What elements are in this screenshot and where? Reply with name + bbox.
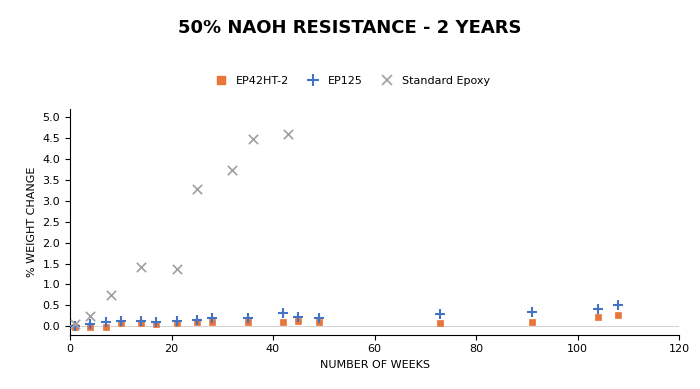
X-axis label: NUMBER OF WEEKS: NUMBER OF WEEKS <box>319 360 430 370</box>
Point <box>227 167 238 173</box>
Point <box>435 310 446 317</box>
Point <box>293 314 304 320</box>
Point <box>171 265 182 272</box>
Point <box>313 319 324 325</box>
Text: 50% NAOH RESISTANCE - 2 YEARS: 50% NAOH RESISTANCE - 2 YEARS <box>178 19 522 37</box>
Point <box>136 318 147 324</box>
Point <box>612 302 624 308</box>
Point <box>206 319 218 325</box>
Point <box>592 307 603 313</box>
Point <box>171 318 182 324</box>
Point <box>293 318 304 324</box>
Point <box>242 319 253 325</box>
Point <box>191 186 202 192</box>
Point <box>150 321 162 327</box>
Point <box>592 314 603 320</box>
Point <box>206 315 218 321</box>
Point <box>526 319 538 325</box>
Point <box>277 310 288 316</box>
Point <box>242 315 253 321</box>
Point <box>277 319 288 325</box>
Point <box>136 320 147 326</box>
Point <box>191 319 202 325</box>
Legend: EP42HT-2, EP125, Standard Epoxy: EP42HT-2, EP125, Standard Epoxy <box>210 75 490 86</box>
Point <box>247 136 258 142</box>
Point <box>100 319 111 325</box>
Point <box>136 264 147 270</box>
Point <box>85 324 96 331</box>
Point <box>69 324 80 330</box>
Point <box>526 308 538 315</box>
Point <box>115 320 126 326</box>
Point <box>85 321 96 327</box>
Point <box>85 313 96 319</box>
Point <box>105 292 116 298</box>
Point <box>69 321 80 327</box>
Point <box>69 323 80 329</box>
Y-axis label: % WEIGHT CHANGE: % WEIGHT CHANGE <box>27 166 37 277</box>
Point <box>283 131 294 137</box>
Point <box>100 324 111 331</box>
Point <box>313 315 324 321</box>
Point <box>435 320 446 326</box>
Point <box>150 319 162 325</box>
Point <box>612 312 624 318</box>
Point <box>191 317 202 323</box>
Point <box>171 320 182 326</box>
Point <box>115 318 126 324</box>
